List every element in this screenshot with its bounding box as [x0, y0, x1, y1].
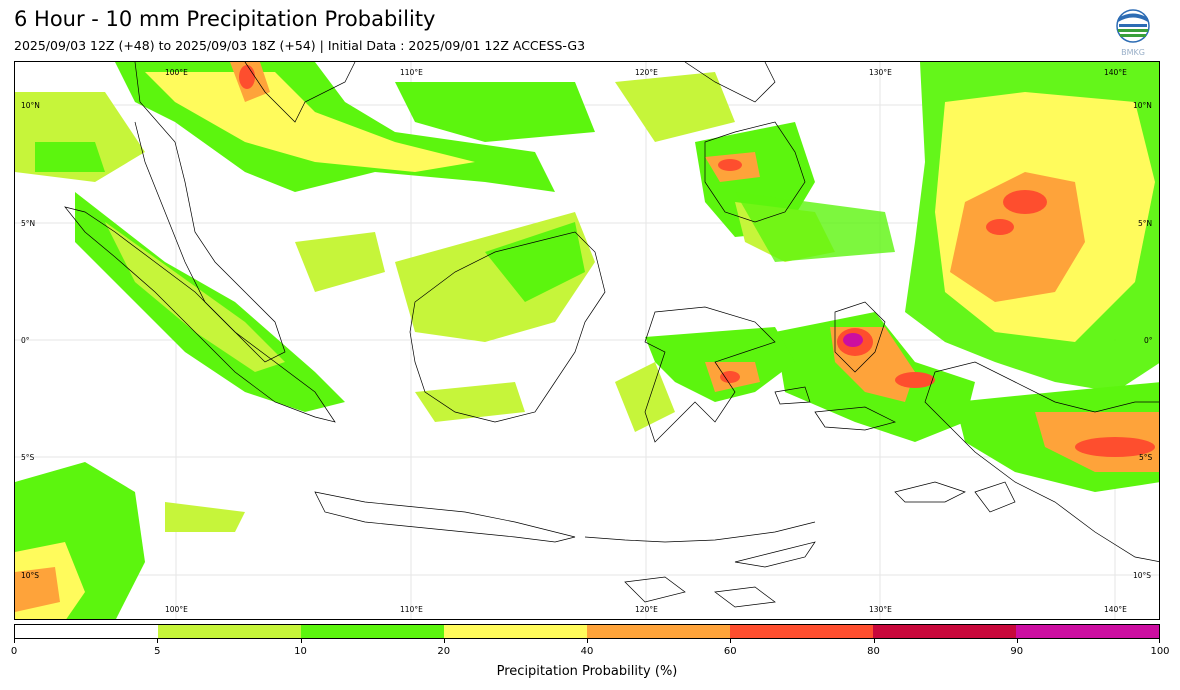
lat-label-left: 5°S: [21, 453, 35, 462]
colorbar-tick: [14, 639, 15, 643]
colorbar-tick: [873, 639, 875, 643]
svg-text:BMKG: BMKG: [1121, 48, 1145, 57]
colorbar-segment: [587, 625, 730, 638]
colorbar-tick-label: 10: [294, 646, 307, 657]
colorbar-tick: [1159, 639, 1160, 643]
colorbar-tick-label: 0: [10, 646, 18, 657]
lat-label-left: 5°N: [21, 219, 36, 228]
colorbar-segment: [1016, 625, 1159, 638]
lat-label-right: 10°S: [1133, 571, 1152, 580]
bmkg-logo: BMKG: [1116, 9, 1150, 57]
colorbar-tick-label: 40: [580, 646, 594, 657]
colorbar-tick-label: 80: [867, 646, 880, 657]
map-canvas: [15, 62, 1159, 619]
lon-label-bottom: 140°E: [1104, 605, 1127, 614]
lat-label-left: 10°S: [21, 571, 40, 580]
lon-label-bottom: 130°E: [869, 605, 892, 614]
map-subtitle: 2025/09/03 12Z (+48) to 2025/09/03 18Z (…: [14, 38, 586, 53]
colorbar-tick-label: 90: [1010, 646, 1024, 657]
colorbar-segment: [873, 625, 1016, 638]
lon-label-top: 100°E: [165, 68, 188, 77]
lon-label-bottom: 100°E: [165, 605, 188, 614]
lat-label-right: 0°: [1144, 336, 1153, 345]
colorbar-tick-label: 100: [1150, 646, 1170, 657]
lon-label-top: 130°E: [869, 68, 892, 77]
colorbar-segment: [15, 625, 158, 638]
colorbar-tick: [443, 639, 445, 643]
lon-label-top: 110°E: [400, 68, 423, 77]
colorbar-segment: [730, 625, 873, 638]
colorbar-segment: [158, 625, 301, 638]
lat-label-right: 10°N: [1133, 101, 1152, 110]
colorbar-tick: [300, 639, 302, 643]
colorbar-tick-label: 5: [154, 646, 161, 657]
colorbar-segment: [301, 625, 444, 638]
colorbar-tick-label: 20: [437, 646, 451, 657]
precipitation-map: 100°E 110°E 120°E 130°E 140°E 100°E 110°…: [14, 61, 1160, 620]
colorbar-tick: [1016, 639, 1018, 643]
lat-label-right: 5°N: [1138, 219, 1153, 228]
lon-label-top: 140°E: [1104, 68, 1127, 77]
colorbar-tick: [587, 639, 588, 643]
colorbar-tick: [730, 639, 732, 643]
lat-label-left: 10°N: [21, 101, 40, 110]
precip-field: [15, 62, 1159, 619]
colorbar-segment: [444, 625, 587, 638]
map-title: 6 Hour - 10 mm Precipitation Probability: [14, 7, 436, 31]
colorbar-tick: [157, 639, 159, 643]
lon-label-top: 120°E: [635, 68, 658, 77]
coastlines: [64, 62, 1159, 608]
lat-label-left: 0°: [21, 336, 30, 345]
lon-label-bottom: 110°E: [400, 605, 423, 614]
colorbar: [14, 624, 1160, 639]
colorbar-tick-label: 60: [723, 646, 737, 657]
colorbar-title: Precipitation Probability (%): [496, 664, 678, 679]
lat-label-right: 5°S: [1139, 453, 1153, 462]
lon-label-bottom: 120°E: [635, 605, 658, 614]
